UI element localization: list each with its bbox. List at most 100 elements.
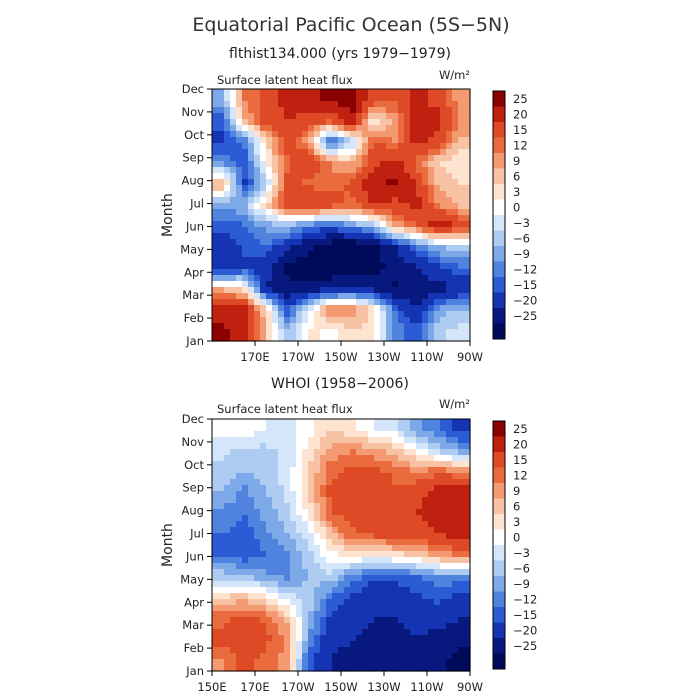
- heatmap-cell: [392, 137, 399, 144]
- heatmap-cell: [302, 611, 309, 618]
- heatmap-cell: [404, 473, 411, 480]
- heatmap-cell: [338, 449, 345, 456]
- heatmap-cell: [260, 101, 267, 108]
- heatmap-cell: [380, 647, 387, 654]
- heatmap-cell: [356, 425, 363, 432]
- heatmap-cell: [296, 539, 303, 546]
- heatmap-cell: [404, 611, 411, 618]
- heatmap-cell: [368, 155, 375, 162]
- heatmap-cell: [440, 617, 447, 624]
- heatmap-cell: [344, 275, 351, 282]
- heatmap-cell: [302, 545, 309, 552]
- heatmap-cell: [326, 557, 333, 564]
- heatmap-cell: [398, 227, 405, 234]
- heatmap-cell: [440, 131, 447, 138]
- heatmap-cell: [272, 257, 279, 264]
- heatmap-cell: [326, 329, 333, 336]
- heatmap-cell: [374, 515, 381, 522]
- heatmap-cell: [314, 155, 321, 162]
- heatmap-cell: [362, 455, 369, 462]
- heatmap-cell: [302, 107, 309, 114]
- colorbar-swatch: [493, 483, 505, 499]
- panel-1: flthist134.000 (yrs 1979−1979) Surface l…: [160, 46, 483, 364]
- heatmap-cell: [452, 599, 459, 606]
- heatmap-cell: [212, 419, 219, 426]
- heatmap-cell: [428, 89, 435, 96]
- heatmap-cell: [422, 137, 429, 144]
- heatmap-cell: [404, 299, 411, 306]
- heatmap-cell: [464, 611, 471, 618]
- heatmap-cell: [392, 521, 399, 528]
- heatmap-cell: [392, 167, 399, 174]
- heatmap-cell: [242, 455, 249, 462]
- heatmap-cell: [434, 527, 441, 534]
- heatmap-cell: [272, 323, 279, 330]
- heatmap-cell: [362, 611, 369, 618]
- heatmap-cell: [284, 587, 291, 594]
- heatmap-cell: [434, 227, 441, 234]
- heatmap-cell: [452, 149, 459, 156]
- heatmap-cell: [446, 533, 453, 540]
- y-tick-label: Oct: [184, 458, 204, 472]
- heatmap-cell: [296, 95, 303, 102]
- heatmap-cell: [266, 539, 273, 546]
- heatmap-cell: [344, 167, 351, 174]
- heatmap-cell: [212, 215, 219, 222]
- heatmap-cell: [344, 437, 351, 444]
- heatmap-cell: [380, 215, 387, 222]
- heatmap-cell: [410, 323, 417, 330]
- heatmap-cell: [362, 587, 369, 594]
- heatmap-cell: [464, 461, 471, 468]
- panel-2: WHOI (1958−2006) Surface latent heat flu…: [160, 376, 483, 694]
- colorbar-label: −25: [513, 639, 537, 653]
- heatmap-cell: [356, 461, 363, 468]
- heatmap-cell: [446, 437, 453, 444]
- heatmap-cell: [458, 497, 465, 504]
- heatmap-cell: [422, 539, 429, 546]
- heatmap-cell: [314, 647, 321, 654]
- heatmap-cell: [242, 281, 249, 288]
- heatmap-cell: [380, 143, 387, 150]
- heatmap-cell: [338, 539, 345, 546]
- heatmap-cell: [410, 203, 417, 210]
- heatmap-cell: [284, 581, 291, 588]
- heatmap-cell: [230, 539, 237, 546]
- heatmap-cell: [302, 173, 309, 180]
- heatmap-cell: [392, 491, 399, 498]
- heatmap-cell: [320, 311, 327, 318]
- heatmap-cell: [332, 545, 339, 552]
- heatmap-cell: [374, 149, 381, 156]
- heatmap-cell: [254, 233, 261, 240]
- heatmap-cell: [452, 233, 459, 240]
- heatmap-cell: [242, 185, 249, 192]
- heatmap-cell: [380, 305, 387, 312]
- heatmap-cell: [296, 179, 303, 186]
- heatmap-cell: [218, 317, 225, 324]
- heatmap-cell: [260, 125, 267, 132]
- heatmap-cell: [278, 425, 285, 432]
- heatmap-cell: [410, 467, 417, 474]
- heatmap-cell: [386, 539, 393, 546]
- heatmap-cell: [380, 227, 387, 234]
- heatmap-cell: [218, 491, 225, 498]
- heatmap-cell: [446, 581, 453, 588]
- heatmap-cell: [266, 575, 273, 582]
- heatmap-cell: [326, 509, 333, 516]
- heatmap-cell: [284, 641, 291, 648]
- heatmap-cell: [224, 95, 231, 102]
- heatmap-cell: [350, 515, 357, 522]
- heatmap-cell: [332, 269, 339, 276]
- heatmap-cell: [428, 203, 435, 210]
- heatmap-cell: [434, 107, 441, 114]
- heatmap-cell: [314, 545, 321, 552]
- heatmap-cell: [356, 449, 363, 456]
- heatmap-cell: [296, 443, 303, 450]
- heatmap-cell: [242, 641, 249, 648]
- heatmap-cell: [362, 623, 369, 630]
- heatmap-cell: [350, 617, 357, 624]
- heatmap-cell: [350, 113, 357, 120]
- heatmap-cell: [416, 101, 423, 108]
- heatmap-cell: [266, 635, 273, 642]
- heatmap-cell: [320, 197, 327, 204]
- heatmap-cell: [254, 581, 261, 588]
